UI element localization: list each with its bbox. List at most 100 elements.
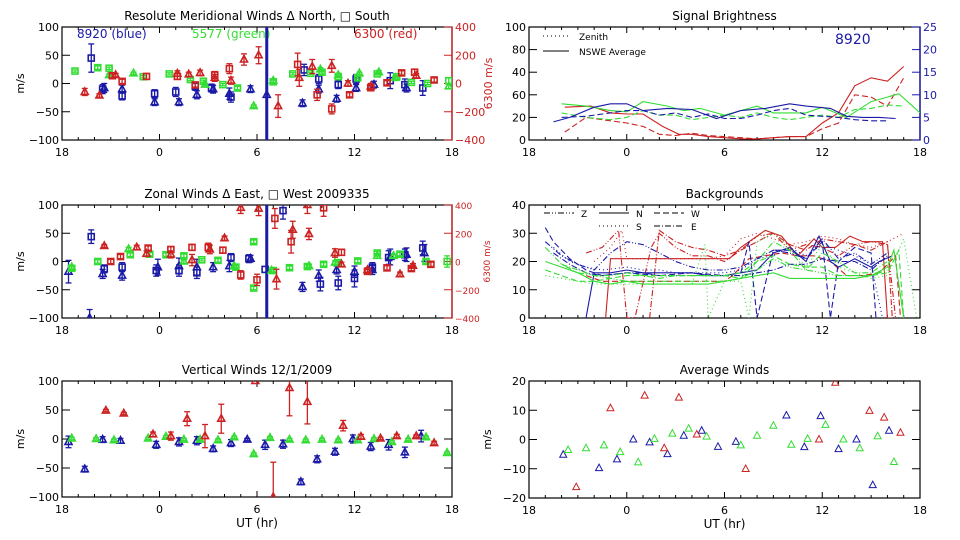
data-point-triangle	[195, 67, 205, 77]
data-point-square	[232, 263, 240, 271]
data-point-triangle	[253, 205, 264, 212]
y-tick-label: −100	[29, 312, 59, 325]
plot-area	[71, 27, 452, 140]
series-line	[649, 229, 893, 318]
data-point-square	[427, 260, 435, 269]
data-point-triangle	[697, 425, 707, 434]
data-point-triangle	[571, 482, 581, 491]
data-point-triangle	[200, 430, 210, 440]
data-point-triangle	[143, 432, 153, 442]
data-point-square	[199, 77, 208, 86]
y2-tick-label: −400	[455, 315, 480, 325]
data-point-triangle	[66, 432, 77, 442]
x-tick-label: 18	[445, 324, 459, 337]
chart-title: Zonal Winds Δ East, □ West 2009335	[144, 187, 369, 201]
data-point-square	[197, 256, 206, 264]
data-point-triangle	[166, 430, 176, 440]
data-point-square	[334, 72, 343, 81]
data-point-triangle	[182, 413, 192, 423]
data-point-triangle	[594, 463, 604, 472]
y-axis-label: m/s	[14, 73, 27, 93]
data-point-triangle	[115, 435, 126, 445]
y-tick-label: 0	[52, 256, 59, 269]
data-point-square	[227, 93, 235, 101]
data-point-triangle	[679, 430, 689, 439]
data-point-square	[87, 54, 96, 62]
y-tick-label: 100	[38, 375, 59, 388]
legend-label: N	[636, 210, 643, 220]
data-point-triangle	[300, 434, 311, 444]
data-point-square	[188, 243, 196, 252]
data-point-square	[363, 267, 372, 276]
data-point-square	[407, 264, 416, 273]
data-point-square	[219, 80, 227, 89]
data-point-triangle	[741, 463, 751, 473]
data-point-square	[337, 248, 346, 257]
annotation-label: 8920	[835, 32, 871, 48]
x-tick-label: 12	[815, 504, 829, 517]
data-point-triangle	[273, 100, 283, 110]
data-point-triangle	[86, 312, 93, 318]
y2-tick-label: 25	[923, 21, 937, 34]
series-line	[545, 232, 918, 318]
data-point-triangle	[879, 412, 889, 421]
data-point-triangle	[769, 420, 778, 429]
data-point-triangle	[816, 411, 825, 420]
y-tick-label: 0	[519, 134, 526, 147]
x-tick-label: 6	[721, 324, 728, 337]
y-tick-label: 20	[512, 256, 526, 269]
x-tick-label: 18	[445, 503, 459, 516]
y-tick-label: 100	[505, 21, 526, 34]
data-point-square	[279, 206, 287, 215]
data-point-square	[142, 72, 151, 81]
y-tick-label: −50	[36, 462, 59, 475]
data-point-square	[368, 263, 377, 271]
data-point-triangle	[278, 438, 288, 448]
data-point-triangle	[208, 443, 218, 453]
plot-area	[558, 381, 905, 491]
data-point-triangle	[226, 74, 236, 84]
x-tick-label: 12	[815, 324, 829, 337]
data-point-triangle	[884, 425, 894, 434]
data-point-square	[316, 280, 325, 288]
data-point-triangle	[166, 248, 176, 258]
data-point-triangle	[839, 434, 848, 443]
data-point-triangle	[248, 448, 259, 458]
data-point-triangle	[803, 433, 812, 442]
y2-tick-label: 0	[455, 78, 462, 91]
data-point-triangle	[330, 446, 340, 456]
data-point-triangle	[896, 427, 905, 436]
annotation-label: 5577 (green)	[192, 27, 270, 41]
data-point-square	[401, 250, 409, 259]
data-point-triangle	[317, 433, 327, 443]
data-point-triangle	[250, 381, 261, 385]
data-point-square	[249, 237, 258, 246]
data-point-triangle	[248, 100, 259, 110]
data-point-square	[144, 244, 152, 252]
data-point-triangle	[338, 419, 348, 429]
data-point-triangle	[821, 419, 830, 428]
data-point-triangle	[302, 396, 313, 406]
data-point-square	[67, 264, 76, 273]
series-line	[545, 248, 905, 318]
x-tick-label: 6	[721, 504, 728, 517]
data-point-triangle	[245, 83, 256, 93]
data-point-triangle	[391, 430, 402, 440]
data-point-triangle	[302, 205, 313, 209]
y-tick-label: 0	[519, 434, 526, 447]
data-point-square	[233, 84, 242, 92]
data-point-triangle	[209, 72, 220, 82]
data-point-triangle	[179, 433, 189, 443]
data-point-triangle	[333, 434, 344, 444]
data-point-triangle	[141, 248, 152, 258]
series-line	[544, 227, 877, 318]
y2-tick-label: −400	[455, 134, 485, 147]
data-point-square	[269, 78, 278, 86]
data-point-triangle	[224, 260, 235, 270]
data-point-square	[287, 237, 295, 246]
series-line	[585, 234, 893, 318]
data-point-triangle	[326, 60, 337, 70]
data-point-triangle	[265, 432, 275, 442]
